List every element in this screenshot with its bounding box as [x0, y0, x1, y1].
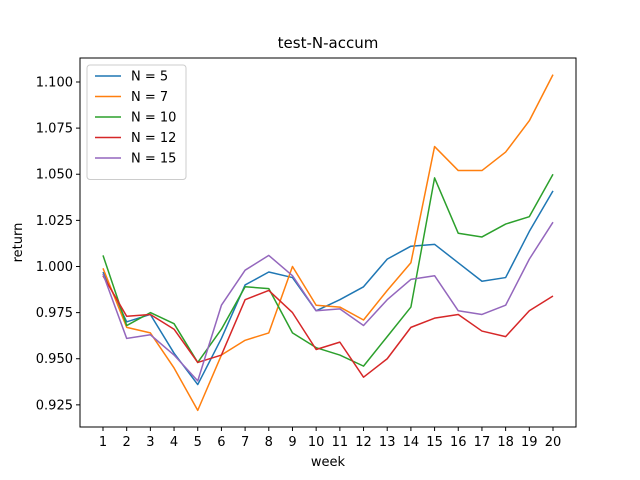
- series-line-1: [102, 74, 554, 412]
- x-tick-label: 20: [545, 435, 562, 450]
- chart-title: test-N-accum: [278, 34, 379, 52]
- y-tick-label: 1.050: [36, 168, 73, 183]
- x-tick-label: 17: [474, 435, 491, 450]
- x-tick-label: 8: [265, 435, 273, 450]
- x-tick-label: 16: [450, 435, 467, 450]
- x-tick-label: 11: [332, 435, 349, 450]
- series-layer: [102, 74, 554, 412]
- y-tick-label: 0.975: [36, 306, 73, 321]
- y-axis-label: return: [11, 223, 26, 263]
- x-tick-label: 2: [123, 435, 131, 450]
- y-tick-label: 0.950: [36, 352, 73, 367]
- plot-frame: [79, 57, 577, 428]
- x-tick-label: 18: [497, 435, 514, 450]
- y-tick-label: 1.100: [36, 75, 73, 90]
- legend-box: [86, 64, 187, 180]
- x-tick-label: 12: [355, 435, 372, 450]
- x-tick-label: 3: [146, 435, 154, 450]
- x-tick-label: 1: [99, 435, 107, 450]
- series-line-3: [102, 275, 554, 378]
- legend-label: N = 12: [131, 131, 176, 146]
- x-tick-label: 5: [194, 435, 202, 450]
- x-tick-label: 6: [217, 435, 225, 450]
- x-tick-label: 10: [308, 435, 325, 450]
- x-tick-label: 9: [288, 435, 296, 450]
- series-line-2: [102, 173, 554, 367]
- legend-label: N = 5: [131, 70, 168, 85]
- x-tick-label: 14: [403, 435, 420, 450]
- legend-label: N = 10: [131, 111, 176, 126]
- x-tick-label: 7: [241, 435, 249, 450]
- y-tick-label: 1.000: [36, 260, 73, 275]
- x-tick-label: 15: [426, 435, 443, 450]
- x-axis-label: week: [311, 455, 346, 470]
- x-tick-label: 19: [521, 435, 538, 450]
- y-tick-label: 1.025: [36, 214, 73, 229]
- x-tick-label: 13: [379, 435, 396, 450]
- series-line-4: [102, 221, 554, 382]
- ticks-layer: 1 2 3 4 5 6 7 8 9 10 11 12 13 14 15 16 17 18 19 200.9250.95…: [36, 75, 561, 450]
- legend-label: N = 15: [131, 152, 176, 167]
- y-tick-label: 0.925: [36, 398, 73, 413]
- legend-label: N = 7: [131, 90, 168, 105]
- series-line-0: [102, 190, 554, 386]
- y-tick-label: 1.075: [36, 122, 73, 137]
- x-tick-label: 4: [170, 435, 178, 450]
- legend: N = 5 N = 7 N = 10 N = 12 N = 15: [86, 64, 187, 180]
